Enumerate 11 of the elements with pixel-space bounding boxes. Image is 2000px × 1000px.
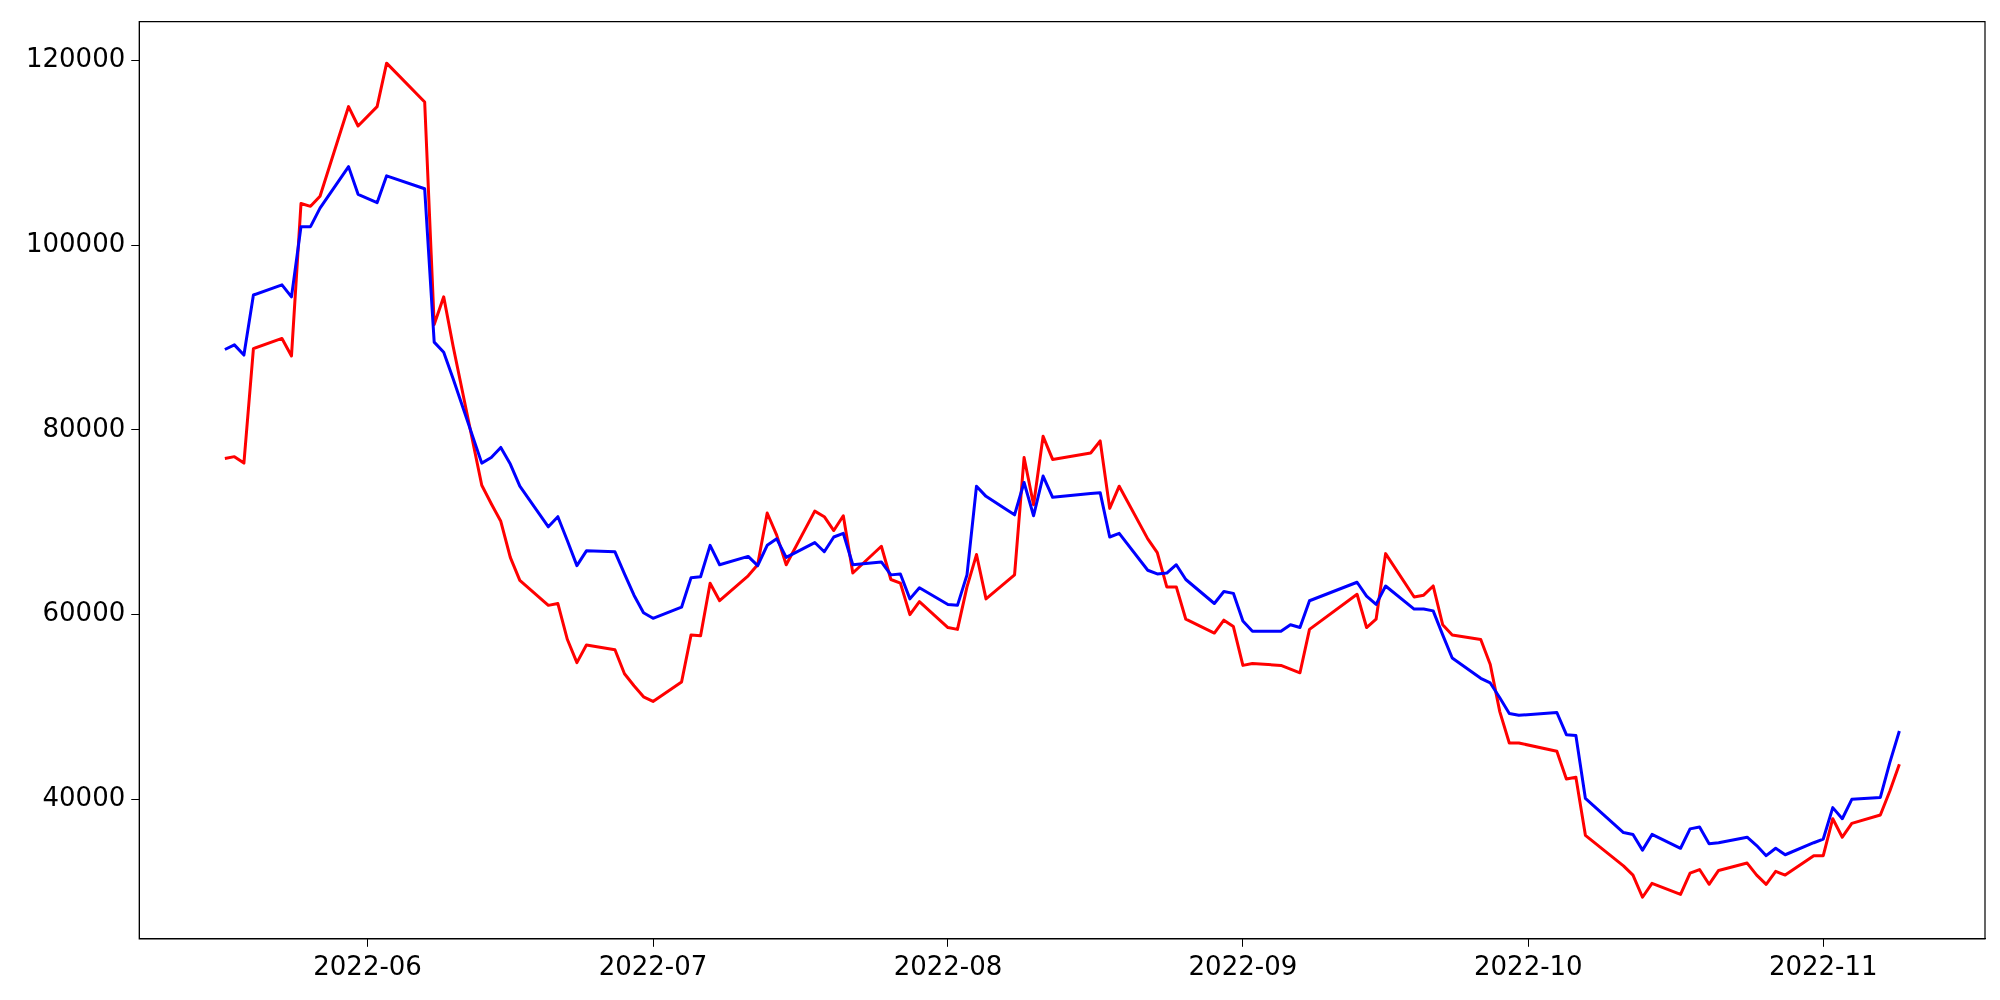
y-tick-label: 120000 [25,43,126,74]
y-tick-label: 80000 [42,412,126,443]
x-tick-label: 2022-07 [598,951,708,982]
y-tick-label: 40000 [42,782,126,813]
x-tick-label: 2022-09 [1188,951,1298,982]
x-tick-label: 2022-11 [1768,951,1878,982]
y-tick-label: 100000 [25,227,126,258]
x-tick-label: 2022-08 [893,951,1003,982]
x-tick-label: 2022-10 [1474,951,1583,982]
y-tick-label: 60000 [42,597,126,628]
x-tick-label: 2022-06 [313,951,422,982]
